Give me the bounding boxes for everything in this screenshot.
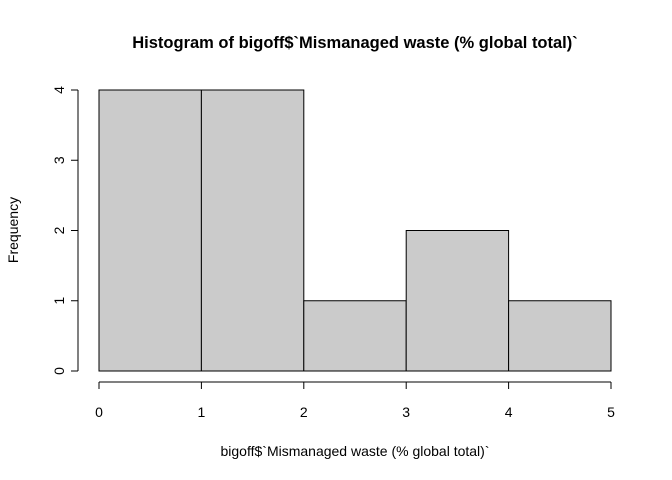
y-tick-label-2: 2: [51, 226, 67, 234]
x-axis: 0 1 2 3 4 5: [95, 381, 615, 420]
y-tick-label-1: 1: [51, 297, 67, 305]
histogram-bar-2: [200, 89, 305, 372]
x-tick-label-1: 1: [198, 404, 206, 420]
chart-title: Histogram of bigoff$`Mismanaged waste (%…: [132, 34, 578, 52]
y-axis: 0 1 2 3 4: [51, 86, 79, 375]
y-tick-label-3: 3: [51, 156, 67, 164]
bars-group: [98, 89, 612, 372]
histogram-bar-3: [303, 300, 407, 372]
x-tick-label-4: 4: [505, 404, 513, 420]
y-tick-label-0: 0: [51, 367, 67, 375]
y-tick-label-4: 4: [51, 86, 67, 94]
x-tick-label-5: 5: [607, 404, 615, 420]
histogram-bar-4: [405, 230, 510, 372]
histogram-bar-5: [508, 300, 612, 372]
x-tick-label-2: 2: [300, 404, 308, 420]
histogram-bar-1: [98, 89, 202, 372]
x-axis-label: bigoff$`Mismanaged waste (% global total…: [221, 443, 490, 459]
x-tick-label-3: 3: [402, 404, 410, 420]
x-tick-label-0: 0: [95, 404, 103, 420]
y-axis-label: Frequency: [5, 197, 21, 263]
